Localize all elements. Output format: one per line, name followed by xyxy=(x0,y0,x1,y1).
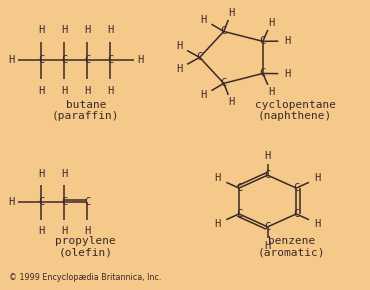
Text: H: H xyxy=(201,90,207,100)
Text: H: H xyxy=(228,97,234,107)
Text: cyclopentane
(naphthene): cyclopentane (naphthene) xyxy=(255,100,336,121)
Text: H: H xyxy=(315,173,321,183)
Text: C: C xyxy=(84,197,90,207)
Text: C: C xyxy=(196,52,203,62)
Text: H: H xyxy=(228,8,234,18)
Text: H: H xyxy=(315,219,321,229)
Text: H: H xyxy=(214,219,221,229)
Text: H: H xyxy=(285,36,291,46)
Text: C: C xyxy=(236,183,242,193)
Text: C: C xyxy=(293,209,299,219)
Text: H: H xyxy=(265,151,271,161)
Text: C: C xyxy=(38,197,44,207)
Text: H: H xyxy=(107,25,114,35)
Text: H: H xyxy=(38,25,44,35)
Text: H: H xyxy=(268,87,274,97)
Text: H: H xyxy=(176,41,182,51)
Text: C: C xyxy=(221,26,227,37)
Text: C: C xyxy=(293,183,299,193)
Text: H: H xyxy=(137,55,143,65)
Text: C: C xyxy=(221,78,227,88)
Text: C: C xyxy=(236,209,242,219)
Text: H: H xyxy=(38,86,44,96)
Text: H: H xyxy=(107,86,114,96)
Text: butane
(paraffin): butane (paraffin) xyxy=(52,100,120,121)
Text: C: C xyxy=(61,55,67,65)
Text: C: C xyxy=(265,170,271,180)
Text: H: H xyxy=(84,25,90,35)
Text: H: H xyxy=(176,64,182,74)
Text: © 1999 Encyclopædia Britannica, Inc.: © 1999 Encyclopædia Britannica, Inc. xyxy=(9,273,161,282)
Text: H: H xyxy=(61,86,67,96)
Text: H: H xyxy=(61,226,67,236)
Text: propylene
(olefin): propylene (olefin) xyxy=(56,236,116,258)
Text: H: H xyxy=(285,69,291,79)
Text: C: C xyxy=(84,55,90,65)
Text: H: H xyxy=(265,241,271,251)
Text: C: C xyxy=(61,197,67,207)
Text: H: H xyxy=(61,25,67,35)
Text: H: H xyxy=(201,15,207,25)
Text: C: C xyxy=(260,36,266,46)
Text: H: H xyxy=(61,169,67,179)
Text: H: H xyxy=(38,226,44,236)
Text: C: C xyxy=(107,55,114,65)
Text: C: C xyxy=(38,55,44,65)
Text: H: H xyxy=(84,226,90,236)
Text: benzene
(aromatic): benzene (aromatic) xyxy=(258,236,325,258)
Text: H: H xyxy=(8,55,14,65)
Text: H: H xyxy=(8,197,14,207)
Text: H: H xyxy=(214,173,221,183)
Text: H: H xyxy=(84,86,90,96)
Text: C: C xyxy=(260,68,266,78)
Text: H: H xyxy=(38,169,44,179)
Text: H: H xyxy=(268,18,274,28)
Text: C: C xyxy=(265,222,271,232)
